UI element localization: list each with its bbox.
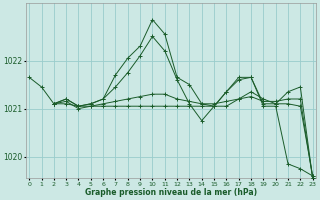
X-axis label: Graphe pression niveau de la mer (hPa): Graphe pression niveau de la mer (hPa)	[85, 188, 257, 197]
